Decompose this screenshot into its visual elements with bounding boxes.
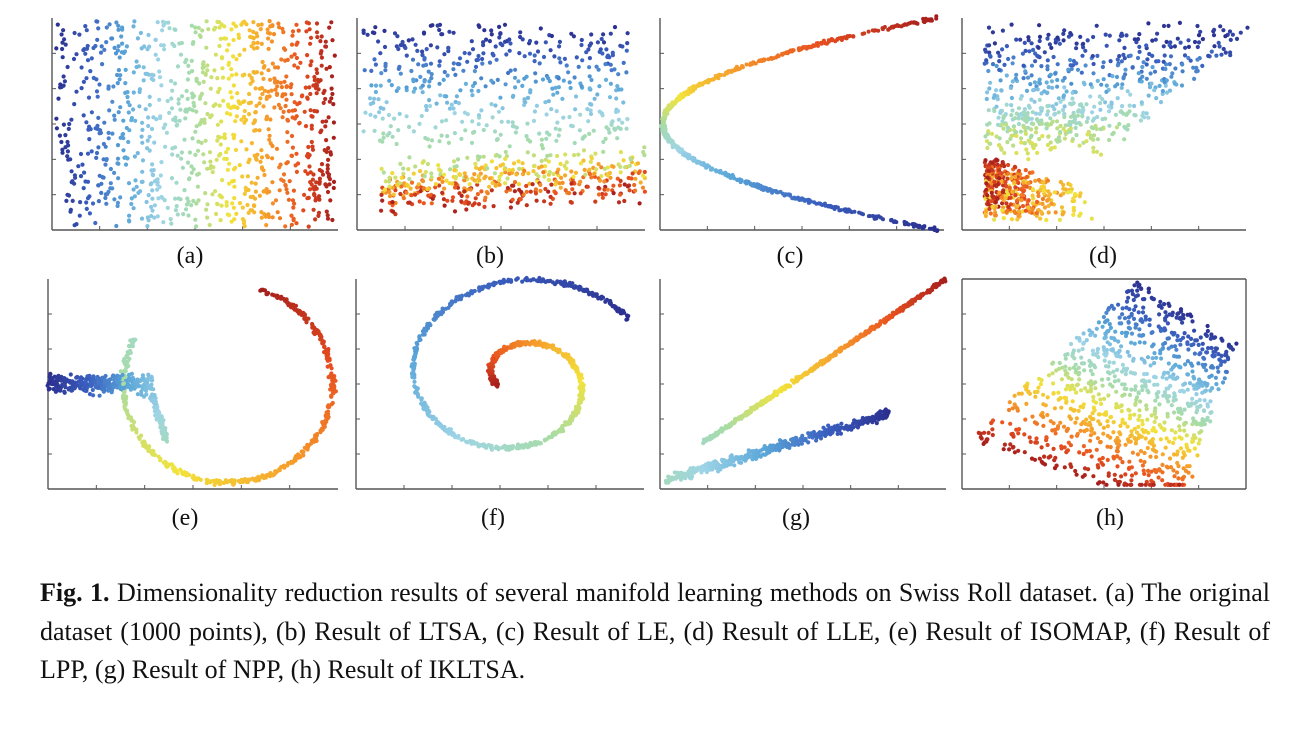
scatter-panel-f bbox=[355, 275, 644, 490]
panel-label-f: (f) bbox=[481, 505, 505, 531]
panel-label-e: (e) bbox=[171, 505, 199, 531]
panel-label-h: (h) bbox=[1096, 505, 1124, 531]
plots-svg bbox=[45, 14, 1250, 490]
panel-label-b: (b) bbox=[476, 243, 504, 269]
scatter-panel-h bbox=[961, 278, 1247, 490]
scatter-panel-d bbox=[961, 18, 1250, 231]
caption-fig-label: Fig. 1. bbox=[40, 578, 110, 607]
caption-text: Dimensionality reduction results of seve… bbox=[40, 578, 1271, 684]
panel-label-c: (c) bbox=[776, 243, 804, 269]
scatter-panel-b bbox=[356, 18, 648, 231]
panel-label-d: (d) bbox=[1089, 243, 1117, 269]
figure-caption: Fig. 1. Dimensionality reduction results… bbox=[40, 574, 1270, 690]
scatter-panel-e bbox=[45, 279, 338, 490]
scatter-panel-c bbox=[658, 14, 944, 233]
scatter-panel-g bbox=[659, 276, 948, 490]
scatter-panel-a bbox=[51, 18, 338, 231]
panel-label-a: (a) bbox=[176, 243, 204, 269]
panel-label-g: (g) bbox=[782, 505, 810, 531]
